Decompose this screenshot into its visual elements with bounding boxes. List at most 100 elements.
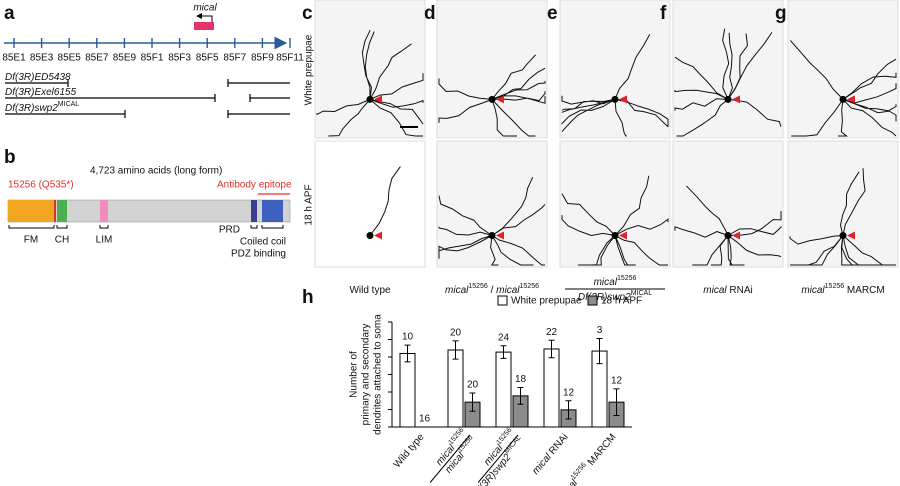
legend-swatch (497, 295, 508, 306)
soma (724, 232, 732, 239)
soma (611, 95, 619, 103)
row-label: 18 h APF (304, 184, 315, 225)
deficiency-label: Df(3R)Exel6155 (5, 87, 77, 98)
n-label: 18 (515, 374, 527, 385)
n-label: 20 (450, 328, 462, 339)
micrograph (314, 140, 426, 268)
panel-label: f (660, 3, 667, 24)
arrowhead (732, 95, 740, 104)
panel-label: d (424, 3, 436, 24)
gene-box (194, 22, 214, 30)
text-part: 15256 (468, 283, 488, 290)
arrowhead (374, 95, 382, 104)
domain-label: LIM (96, 235, 113, 246)
domain-prd (251, 200, 257, 222)
dendrites (790, 40, 897, 137)
panel-label: c (302, 3, 313, 24)
dendrites (561, 175, 669, 266)
caption: mical15256 (594, 275, 637, 287)
error-bar (404, 344, 411, 363)
arrowhead (847, 95, 855, 104)
text-part: Df(3R)swp2 (5, 103, 58, 114)
mutation-site (54, 200, 56, 222)
map-tick-label: 85F11 (276, 53, 304, 64)
error-bar (517, 386, 524, 405)
gene-arrow (196, 13, 213, 22)
brackets (8, 225, 284, 229)
arrowhead (619, 95, 627, 104)
bar (399, 353, 416, 428)
row-label: White prepupae (304, 34, 315, 105)
text-part: Df(3R)swp2 (578, 292, 631, 303)
error-bar (596, 337, 603, 365)
text-part: mical (703, 285, 727, 296)
domain-coiled-coil (262, 200, 283, 222)
panel-label: b (4, 147, 16, 168)
arrowhead (496, 95, 504, 104)
deficiency-label: Df(3R)ED5438 (5, 72, 71, 83)
n-label: 10 (402, 332, 414, 343)
n-label: 22 (546, 327, 558, 338)
domain-label: PDZ binding (231, 249, 286, 260)
bar (447, 349, 464, 428)
panel-label: a (4, 3, 15, 24)
map-tick-label: 85E5 (58, 53, 82, 64)
gene-label: mical (193, 3, 217, 14)
deficiency-label: Df(3R)swp2MICAL (5, 101, 79, 113)
soma (839, 95, 847, 103)
panel-label: e (547, 3, 558, 24)
micrograph (559, 0, 671, 139)
bar (543, 348, 560, 428)
text-part: Df(3R)Exel6155 (5, 87, 77, 98)
micrograph (314, 0, 426, 139)
fraction-bar (477, 434, 519, 483)
text-part: / (488, 285, 496, 296)
map-tick-label: 85F5 (196, 53, 219, 64)
map-tick-label: 85F9 (251, 53, 274, 64)
bar (495, 351, 512, 428)
map-tick-label: 85E7 (85, 53, 109, 64)
text-part: 15256 (520, 283, 540, 290)
map-tick-label: 85F3 (168, 53, 191, 64)
legend-label: White prepupae (511, 296, 582, 307)
text-part: MARCM (844, 285, 885, 296)
map-tick-label: 85E3 (30, 53, 54, 64)
legend-label: 18 h APF (601, 296, 642, 307)
text-part: RNAi (727, 285, 753, 296)
y-axis-label: primary and secondary (361, 324, 372, 426)
text-part: MARCM (584, 432, 618, 470)
n-label: 12 (563, 387, 575, 398)
text-part: Wild type (391, 431, 426, 470)
domain-label: CH (55, 235, 69, 246)
arrowhead (374, 231, 382, 240)
text-part: MICAL (58, 101, 80, 108)
mutation-label: 15256 (Q535*) (8, 180, 74, 191)
micrograph (436, 140, 548, 268)
micrograph (787, 0, 899, 139)
text-part: Df(3R)ED5438 (5, 72, 71, 83)
map-tick-label: 85E9 (113, 53, 137, 64)
n-label: 20 (467, 380, 479, 391)
soma (366, 232, 374, 239)
x-tick-label: Wild type (391, 431, 426, 470)
caption: mical15256 / mical15256 (445, 283, 539, 295)
panel-label: g (775, 3, 787, 24)
category-line: Wild type (391, 431, 426, 470)
soma (611, 232, 619, 239)
error-bar (452, 340, 459, 360)
x-tick-label: mical RNAi (530, 432, 570, 477)
domain-lim (100, 200, 108, 222)
caption: Wild type (349, 285, 391, 296)
text-part: mical (496, 285, 520, 296)
domain-fm (8, 200, 54, 222)
domain-label: FM (24, 235, 38, 246)
arrowhead (496, 231, 504, 240)
n-label: 3 (597, 325, 603, 336)
text-part: 15256 (617, 275, 637, 282)
arrowhead (619, 231, 627, 240)
domain-label: PRD (219, 225, 240, 236)
dendrites (789, 168, 896, 266)
micrograph (436, 0, 548, 139)
